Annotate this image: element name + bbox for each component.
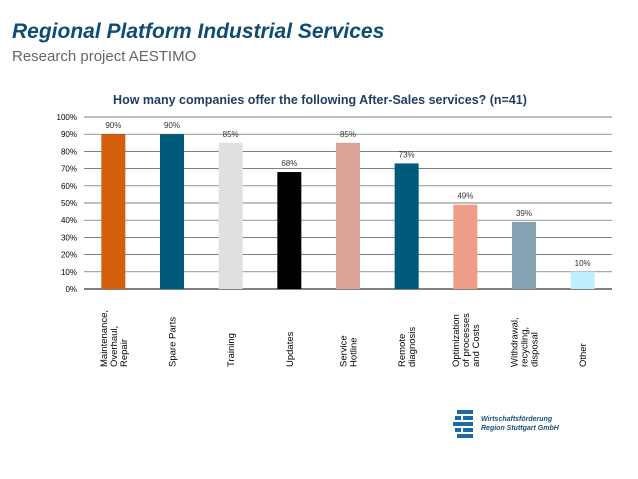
bar <box>512 221 536 289</box>
y-tick-label: 50% <box>61 199 77 208</box>
x-tick-label: Optimization of processes and Costs <box>451 313 482 367</box>
y-tick-label: 0% <box>65 285 77 294</box>
x-tick-label-line: Maintenance, <box>99 310 110 367</box>
x-tick-label: Maintenance, Overhaul, Repair <box>99 310 130 367</box>
bar-chart: How many companies offer the following A… <box>57 93 612 367</box>
data-label: 10% <box>575 259 591 268</box>
bar <box>101 134 126 289</box>
x-tick-label: Withdrawal, recycling, disposal <box>510 317 541 367</box>
company-logo: Wirtschaftsförderung Region Stuttgart Gm… <box>453 410 613 440</box>
slide-title: Regional Platform Industrial Services <box>12 20 385 43</box>
y-tick-label: 80% <box>61 147 77 156</box>
bar <box>160 134 184 289</box>
data-label: 73% <box>399 150 415 159</box>
bar <box>277 172 302 289</box>
y-tick-label: 20% <box>61 251 77 260</box>
x-tick-label-line: recycling, <box>520 327 531 367</box>
x-tick-label-line: Other <box>578 343 589 367</box>
x-tick-label: Service Hotline <box>339 335 360 367</box>
x-tick-label-line: Repair <box>119 339 130 367</box>
y-tick-label: 30% <box>61 233 77 242</box>
bar <box>570 271 595 289</box>
x-tick-label: Updates <box>285 331 296 367</box>
x-tick-label-line: disposal <box>530 332 541 367</box>
bar <box>218 142 243 289</box>
data-label: 85% <box>340 130 356 139</box>
y-tick-label: 10% <box>61 268 77 277</box>
bar <box>394 163 419 289</box>
logo-text: Wirtschaftsförderung Region Stuttgart Gm… <box>481 415 559 433</box>
x-tick-label: Training <box>226 333 237 367</box>
chart-title: How many companies offer the following A… <box>113 93 527 107</box>
data-label: 85% <box>223 130 239 139</box>
x-tick-label: Remote diagnosis <box>397 327 418 367</box>
x-tick-label-line: of processes <box>461 313 472 367</box>
data-label: 90% <box>164 121 180 130</box>
x-axis-labels: Maintenance, Overhaul, Repair Spare Parts Tr… <box>99 310 589 367</box>
x-tick-label: Other <box>578 343 589 367</box>
x-tick-label-line: Updates <box>285 331 296 367</box>
wirtschaftsfoerderung-logo-icon <box>453 410 473 438</box>
value-labels: 90% 90% 85% 68% 85% 73% 49% 39% 10% <box>105 121 590 268</box>
x-tick-label-line: Service <box>339 335 350 367</box>
x-tick-label-line: Optimization <box>451 314 462 367</box>
x-tick-label-line: Training <box>226 333 237 367</box>
x-tick-label-line: diagnosis <box>407 327 418 367</box>
slide-subtitle: Research project AESTIMO <box>12 48 197 65</box>
x-tick-label-line: Withdrawal, <box>510 317 521 367</box>
y-tick-label: 60% <box>61 182 77 191</box>
x-tick-label-line: Hotline <box>349 337 360 367</box>
data-label: 68% <box>281 159 297 168</box>
y-axis-ticks: 0% 10% 20% 30% 40% 50% 60% 70% 80% 90% 100% <box>57 113 77 294</box>
data-label: 39% <box>516 209 532 218</box>
logo-line-2: Region Stuttgart GmbH <box>481 425 559 432</box>
bar <box>453 204 478 289</box>
data-label: 49% <box>457 192 473 201</box>
y-tick-label: 100% <box>57 113 77 122</box>
x-tick-label-line: and Costs <box>471 324 482 367</box>
bars <box>101 134 595 289</box>
data-label: 90% <box>105 121 121 130</box>
bar <box>336 142 360 289</box>
x-tick-label-line: Overhaul, <box>109 326 120 367</box>
x-tick-label: Spare Parts <box>168 317 179 367</box>
y-tick-label: 40% <box>61 216 77 225</box>
y-tick-label: 70% <box>61 165 77 174</box>
y-tick-label: 90% <box>61 130 77 139</box>
x-tick-label-line: Spare Parts <box>168 317 179 367</box>
logo-line-1: Wirtschaftsförderung <box>481 416 553 423</box>
x-tick-label-line: Remote <box>397 334 408 367</box>
